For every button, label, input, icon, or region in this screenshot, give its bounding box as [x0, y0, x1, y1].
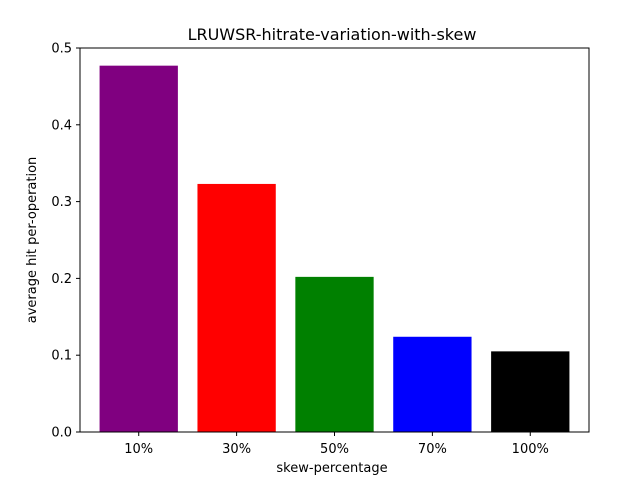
y-tick-label: 0.2	[51, 272, 72, 287]
x-tick-label: 100%	[512, 442, 549, 457]
bar-100pct	[491, 351, 570, 432]
x-axis-label: skew-percentage	[276, 461, 387, 476]
x-tick-label: 30%	[222, 442, 251, 457]
x-tick-label: 50%	[320, 442, 349, 457]
y-axis-label: average hit per-operation	[25, 157, 40, 324]
bar-10pct	[99, 65, 178, 432]
y-tick-label: 0.5	[51, 42, 72, 57]
y-axis: 0.0 0.1 0.2 0.3 0.4 0.5	[51, 42, 80, 441]
chart-title: LRUWSR-hitrate-variation-with-skew	[188, 25, 477, 44]
bar-30pct	[197, 183, 276, 432]
x-tick-label: 70%	[418, 442, 447, 457]
bars-group	[99, 65, 570, 432]
x-tick-label: 10%	[124, 442, 153, 457]
bar-50pct	[295, 276, 374, 432]
x-axis: 10% 30% 50% 70% 100%	[124, 432, 549, 457]
y-tick-label: 0.1	[51, 349, 72, 364]
bar-70pct	[393, 336, 472, 432]
y-tick-label: 0.0	[51, 426, 72, 441]
y-tick-label: 0.3	[51, 195, 72, 210]
y-tick-label: 0.4	[51, 118, 72, 133]
